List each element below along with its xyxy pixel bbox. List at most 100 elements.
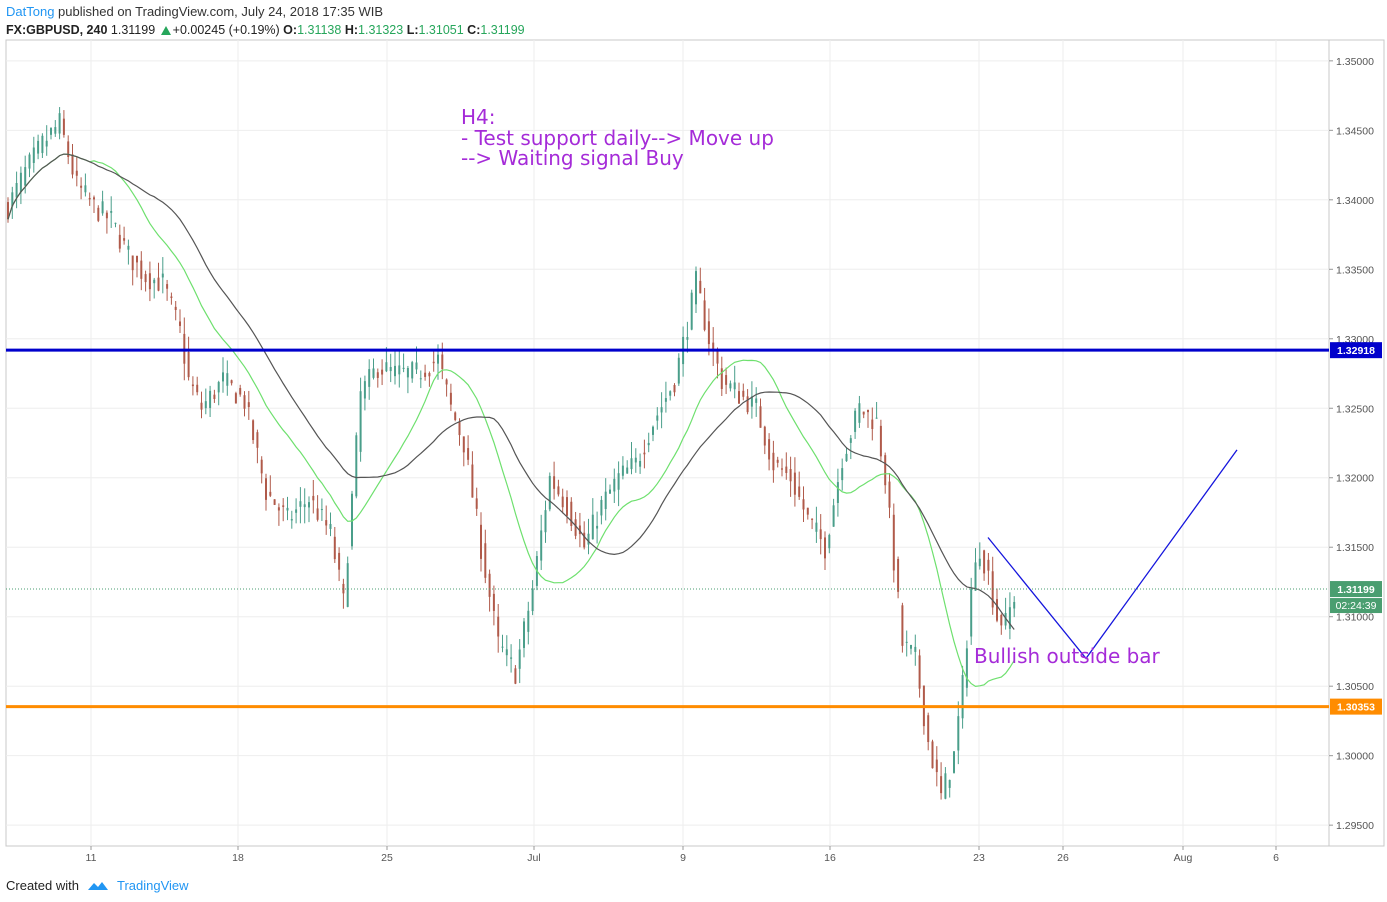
candle-body (84, 185, 87, 193)
candle-body (299, 501, 302, 507)
candle-body (523, 621, 525, 648)
last-price-label: 1.31199 (1337, 584, 1375, 596)
candle (114, 222, 117, 228)
candle-body (286, 507, 289, 511)
candle-body (742, 390, 745, 397)
x-tick-label: 6 (1273, 852, 1279, 864)
candle (445, 378, 448, 397)
candle (802, 486, 805, 522)
candle-body (449, 392, 452, 405)
candle-body (303, 504, 306, 508)
candle (329, 512, 332, 537)
high-label: H: (344, 23, 359, 37)
candle (243, 391, 246, 417)
candle-body (136, 255, 138, 263)
candle-body (961, 675, 964, 719)
candle-body (282, 505, 285, 507)
candle (953, 751, 955, 774)
candle-body (88, 197, 91, 200)
candle (144, 270, 147, 292)
candle-body (424, 372, 427, 377)
candle (67, 135, 70, 165)
candle-body (729, 383, 732, 389)
open-value: 1.31138 (297, 23, 342, 37)
candle (174, 300, 177, 321)
candle-body (419, 378, 422, 380)
candle-body (200, 402, 203, 410)
candle-body (372, 368, 375, 378)
candle (411, 360, 414, 383)
candle-body (854, 410, 857, 432)
candle (217, 380, 220, 406)
candle-body (888, 481, 891, 508)
candle-body (415, 362, 418, 370)
plot-area (5, 39, 1330, 847)
x-tick-label: 9 (680, 852, 686, 864)
y-tick-label: 1.34000 (1336, 195, 1374, 207)
candle-body (320, 509, 323, 511)
candle-body (733, 382, 736, 390)
candle (544, 500, 547, 543)
candle-body (381, 369, 384, 375)
candle-body (897, 558, 900, 592)
candle-body (677, 357, 680, 384)
candle (260, 456, 263, 484)
candle-body (131, 255, 134, 271)
candle (643, 439, 646, 469)
candle-body (402, 367, 405, 369)
candle (239, 384, 242, 397)
candle-body (716, 350, 719, 364)
candle (879, 419, 882, 462)
last-price: 1.31199 (110, 23, 156, 37)
candle-body (97, 207, 100, 221)
candle (763, 425, 766, 455)
candle (695, 266, 697, 314)
support-line-label: 1.30353 (1337, 702, 1375, 714)
candle (359, 377, 362, 462)
candle (669, 390, 672, 401)
candle (505, 635, 508, 667)
candle-body (578, 525, 581, 535)
candle (514, 665, 517, 685)
low-value: 1.31051 (418, 23, 464, 37)
tradingview-brand[interactable]: TradingView (116, 878, 189, 893)
candle-body (277, 507, 280, 511)
candle-body (910, 644, 912, 649)
x-tick-label: 26 (1057, 852, 1069, 864)
candle-body (153, 279, 156, 284)
candle-body (789, 469, 792, 482)
candle-body (811, 518, 814, 520)
candle (222, 357, 224, 393)
candle-body (948, 780, 951, 788)
candle (884, 452, 887, 494)
x-tick-label: Aug (1174, 852, 1193, 864)
candle-body (798, 486, 801, 497)
publish-info: published on TradingView.com, July 24, 2… (58, 4, 384, 19)
candle (617, 461, 620, 507)
candle (101, 190, 104, 216)
publish-header: DatTong published on TradingView.com, Ju… (6, 3, 383, 21)
x-tick-label: 23 (973, 852, 985, 864)
candle-body (763, 426, 766, 446)
candle (153, 277, 156, 299)
candle-body (561, 496, 564, 508)
candle-body (484, 543, 487, 578)
candle (910, 644, 912, 655)
candle-body (260, 459, 263, 474)
candle-body (983, 550, 986, 574)
candle-body (617, 473, 620, 490)
up-arrow-icon (160, 26, 171, 35)
candle (204, 388, 207, 415)
candle-body (445, 379, 448, 385)
candle-body (905, 641, 908, 643)
candle (965, 640, 968, 697)
candle-body (634, 457, 637, 463)
author-link[interactable]: DatTong (6, 4, 55, 19)
candle-body (492, 593, 495, 611)
candle-body (105, 212, 108, 219)
candle-body (652, 426, 654, 435)
candle-body (80, 185, 83, 188)
candle (363, 375, 366, 411)
candle (355, 432, 358, 499)
